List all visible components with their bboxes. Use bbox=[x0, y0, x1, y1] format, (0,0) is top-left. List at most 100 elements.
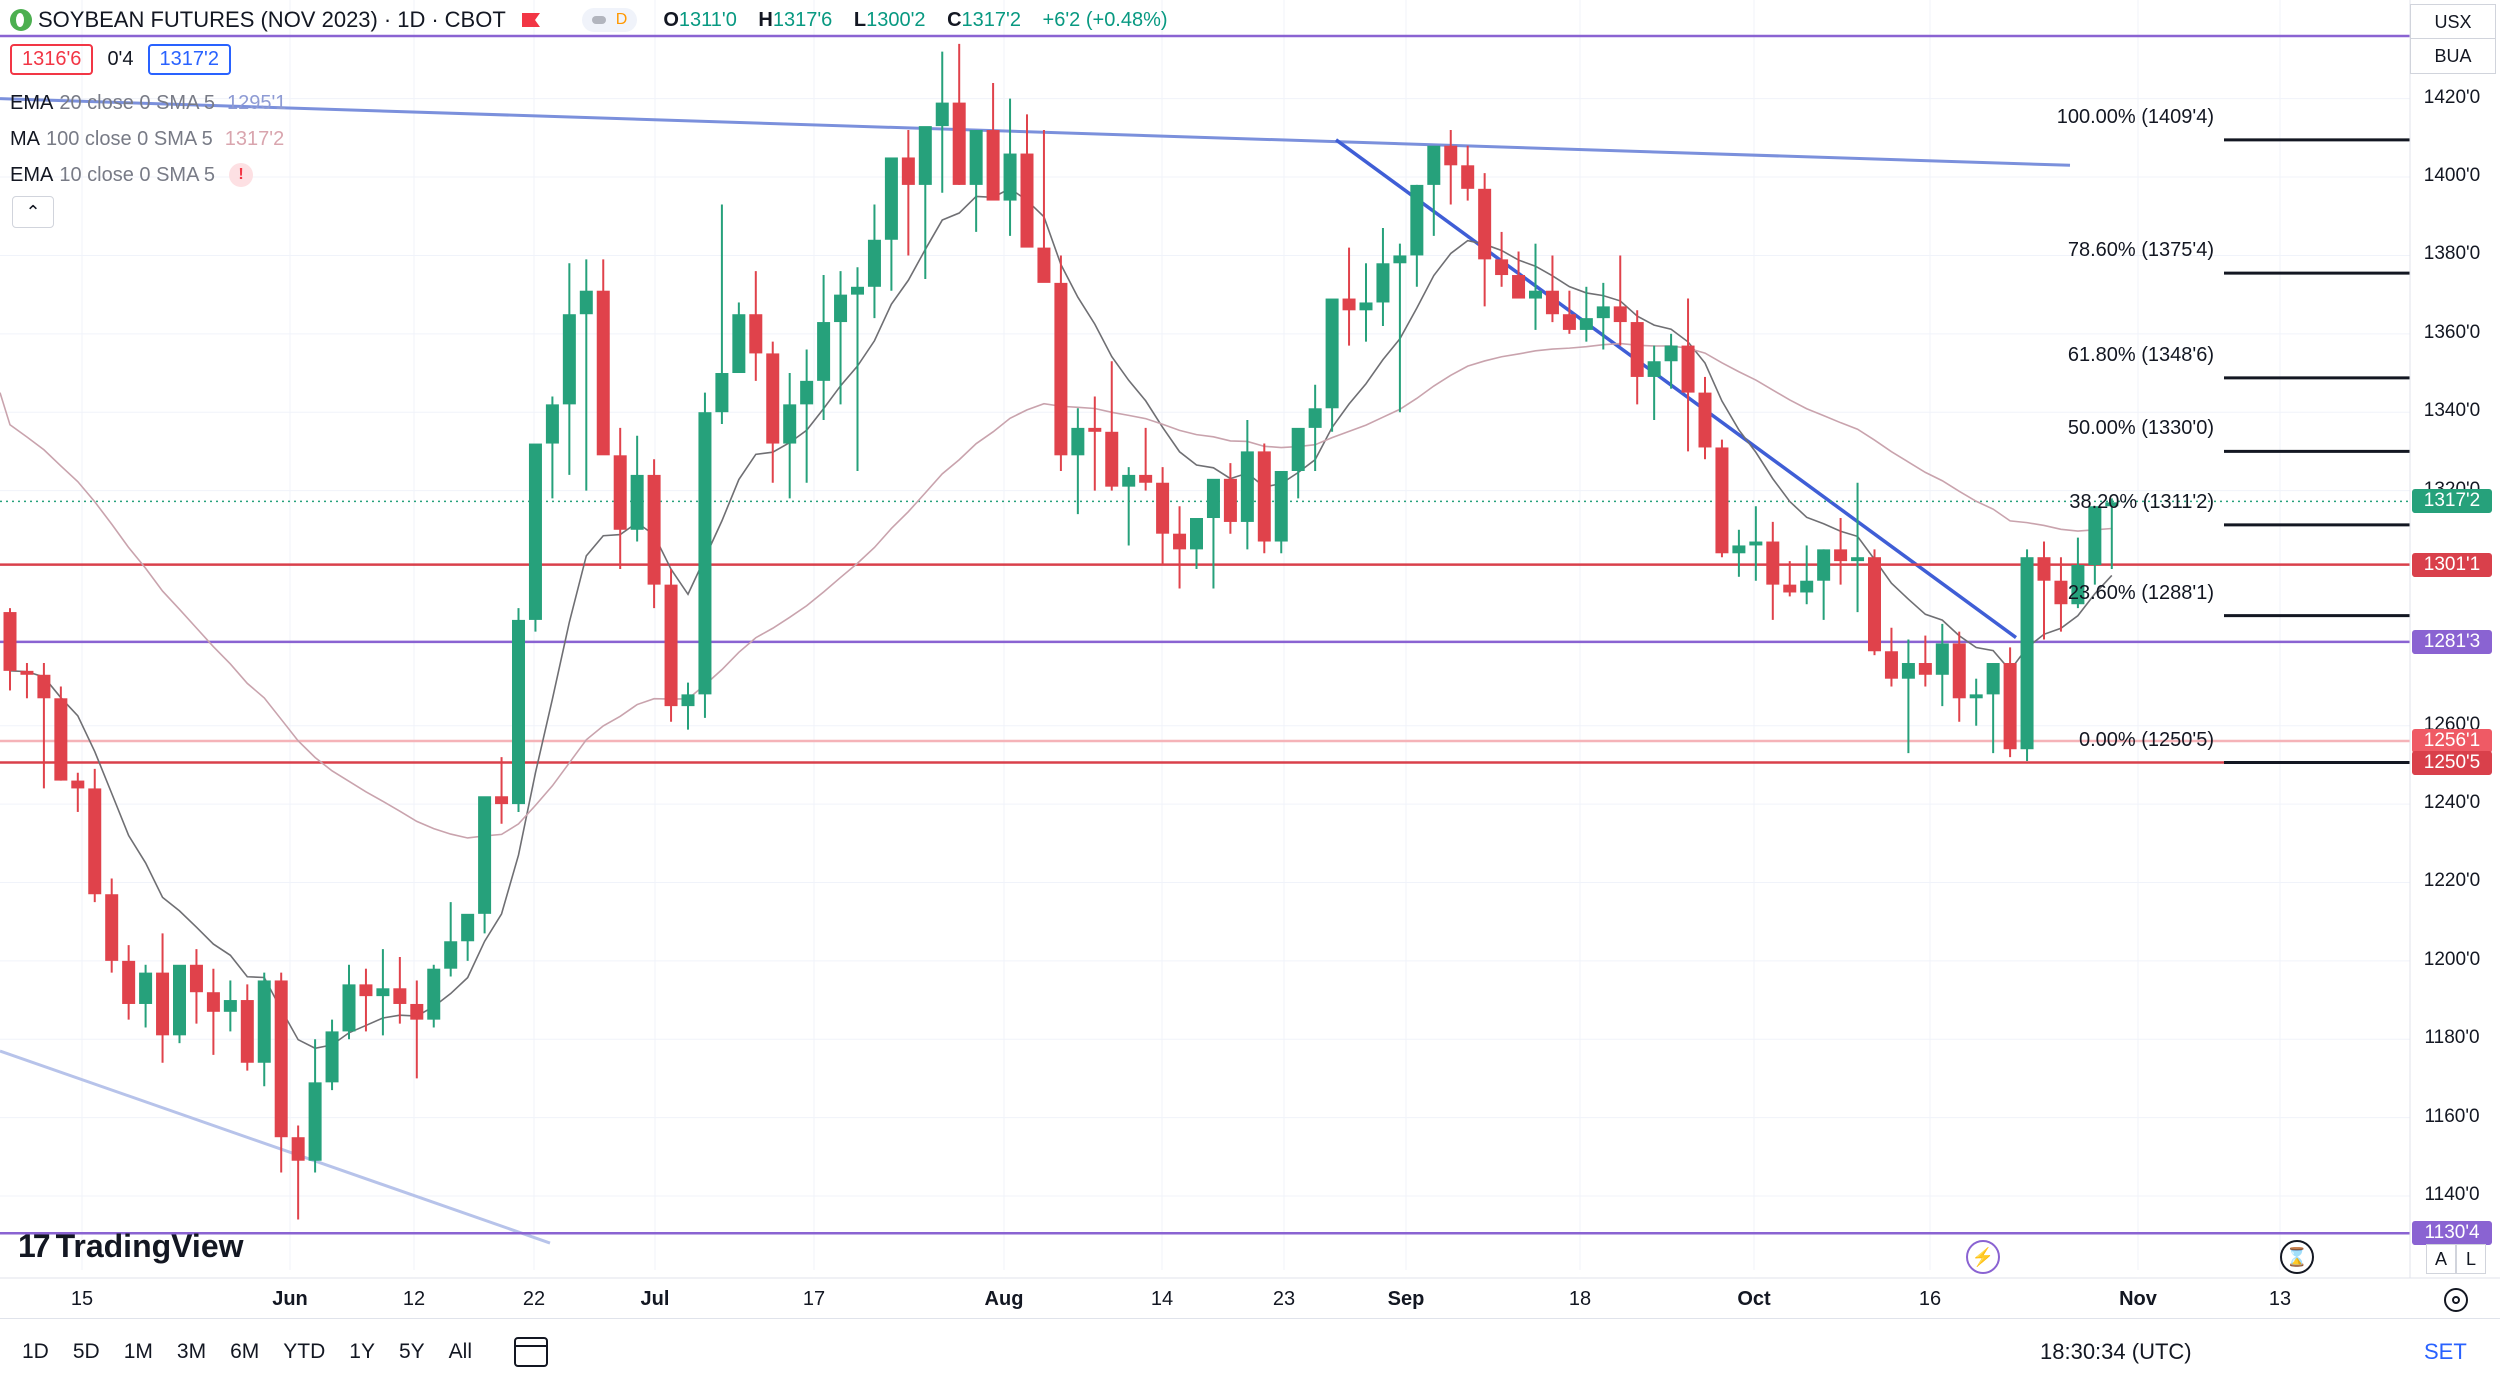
auto-scale-button[interactable]: A bbox=[2426, 1244, 2456, 1274]
fib-level-label: 78.60% (1375'4) bbox=[2067, 239, 2214, 262]
candle-body bbox=[1376, 263, 1390, 303]
candle-body bbox=[800, 380, 814, 405]
time-tick-label: 16 bbox=[1918, 1288, 1942, 1310]
candle-body bbox=[410, 1003, 424, 1020]
candle-body bbox=[1918, 663, 1932, 675]
candle-body bbox=[1901, 663, 1915, 679]
candle-body bbox=[2054, 580, 2068, 605]
candle-body bbox=[342, 984, 356, 1032]
chevron-up-icon[interactable]: ⌃ bbox=[12, 196, 54, 228]
candle-body bbox=[969, 130, 983, 185]
hourglass-icon[interactable]: ⌛ bbox=[2280, 1240, 2314, 1274]
candle-body bbox=[918, 126, 932, 185]
price-tick-label: 1220'0 bbox=[2423, 870, 2481, 892]
calendar-goto-icon[interactable] bbox=[514, 1337, 548, 1367]
tradingview-logo-icon: 17 bbox=[18, 1228, 51, 1264]
candle-body bbox=[1732, 545, 1746, 554]
candle-body bbox=[1664, 345, 1678, 362]
ma100-line bbox=[0, 342, 2112, 839]
log-scale-button[interactable]: L bbox=[2456, 1244, 2486, 1274]
candle-body bbox=[376, 988, 390, 997]
candle-body bbox=[867, 239, 881, 287]
time-tick-label: Jun bbox=[272, 1288, 308, 1310]
time-tick-label: Aug bbox=[984, 1288, 1024, 1310]
candle-body bbox=[257, 980, 271, 1063]
candle-body bbox=[1291, 427, 1305, 471]
candle-body bbox=[206, 992, 220, 1012]
price-tick-label: 1180'0 bbox=[2424, 1027, 2480, 1049]
currency-button[interactable]: USX bbox=[2410, 4, 2496, 39]
time-tick-label: Sep bbox=[1387, 1288, 1425, 1310]
range-3m[interactable]: 3M bbox=[176, 1340, 207, 1363]
candle-body bbox=[1579, 318, 1593, 330]
candle-body bbox=[1071, 427, 1085, 456]
candle-body bbox=[1325, 298, 1339, 409]
candle-body bbox=[173, 964, 186, 1036]
candle-body bbox=[2037, 557, 2051, 581]
candle-body bbox=[562, 314, 576, 405]
clock[interactable]: 18:30:34 (UTC) bbox=[2040, 1339, 2192, 1364]
range-5d[interactable]: 5D bbox=[72, 1340, 100, 1363]
candle-body bbox=[122, 960, 136, 1004]
time-tick-label: Jul bbox=[640, 1288, 670, 1310]
candle-body bbox=[478, 796, 492, 914]
trendline-downtrend bbox=[1334, 138, 2018, 639]
candle-body bbox=[1698, 392, 1712, 448]
fib-level-label: 0.00% (1250'5) bbox=[2078, 728, 2214, 751]
price-tag[interactable]: 1317'2 bbox=[2412, 489, 2492, 514]
time-tick-label: Oct bbox=[1737, 1288, 1771, 1310]
candle-body bbox=[1274, 470, 1288, 542]
candle-body bbox=[986, 130, 1000, 201]
unit-button[interactable]: BUA bbox=[2410, 38, 2496, 74]
gear-icon[interactable] bbox=[2444, 1288, 2468, 1312]
candle-body bbox=[1766, 541, 1780, 585]
candle-body bbox=[1054, 282, 1068, 456]
candle-body bbox=[54, 698, 68, 781]
price-tag[interactable]: 1281'3 bbox=[2412, 629, 2492, 654]
candle-body bbox=[444, 941, 458, 969]
candle-body bbox=[139, 972, 153, 1004]
candle-body bbox=[3, 612, 17, 671]
range-6m[interactable]: 6M bbox=[230, 1340, 260, 1363]
price-tag[interactable]: 1301'1 bbox=[2412, 552, 2492, 577]
fib-level-label: 23.60% (1288'1) bbox=[2067, 581, 2214, 604]
session-button[interactable]: SET bbox=[2424, 1339, 2467, 1364]
candle-body bbox=[1613, 306, 1627, 323]
candle-body bbox=[935, 102, 949, 127]
price-tick-label: 1360'0 bbox=[2423, 321, 2481, 343]
range-all[interactable]: All bbox=[448, 1340, 472, 1363]
candle-body bbox=[1884, 651, 1898, 679]
candle-body bbox=[1105, 431, 1119, 487]
time-tick-label: 12 bbox=[402, 1288, 426, 1310]
time-tick-label: Nov bbox=[2119, 1288, 2157, 1310]
candle-body bbox=[851, 286, 864, 295]
price-tick-label: 1340'0 bbox=[2423, 400, 2481, 422]
range-1y[interactable]: 1Y bbox=[349, 1340, 375, 1363]
fib-level-label: 50.00% (1330'0) bbox=[2067, 417, 2214, 440]
range-5y[interactable]: 5Y bbox=[398, 1340, 425, 1363]
price-tick-label: 1400'0 bbox=[2423, 165, 2481, 187]
range-1m[interactable]: 1M bbox=[123, 1340, 153, 1363]
price-tag[interactable]: 1130'4 bbox=[2412, 1221, 2492, 1246]
tradingview-logo[interactable]: 17 TradingView bbox=[18, 1228, 244, 1264]
price-tag[interactable]: 1256'1 bbox=[2412, 729, 2492, 753]
lightning-icon[interactable]: ⚡ bbox=[1966, 1240, 2000, 1274]
range-1d[interactable]: 1D bbox=[22, 1340, 49, 1363]
price-tick-label: 1140'0 bbox=[2424, 1184, 2480, 1205]
candle-body bbox=[1020, 153, 1034, 248]
candle-body bbox=[1003, 153, 1017, 201]
candle-body bbox=[1156, 482, 1170, 534]
candle-body bbox=[325, 1031, 339, 1083]
time-tick-label: 13 bbox=[2268, 1288, 2292, 1310]
time-tick-label: 18 bbox=[1568, 1288, 1592, 1310]
candle-body bbox=[495, 796, 509, 805]
candle-body bbox=[596, 290, 610, 456]
candle-body bbox=[2020, 557, 2034, 750]
candle-body bbox=[427, 968, 441, 1020]
price-tag[interactable]: 1250'5 bbox=[2412, 750, 2492, 775]
range-ytd[interactable]: YTD bbox=[283, 1340, 326, 1363]
candle-body bbox=[647, 474, 661, 585]
candle-body bbox=[1308, 408, 1322, 428]
candle-body bbox=[783, 404, 797, 444]
